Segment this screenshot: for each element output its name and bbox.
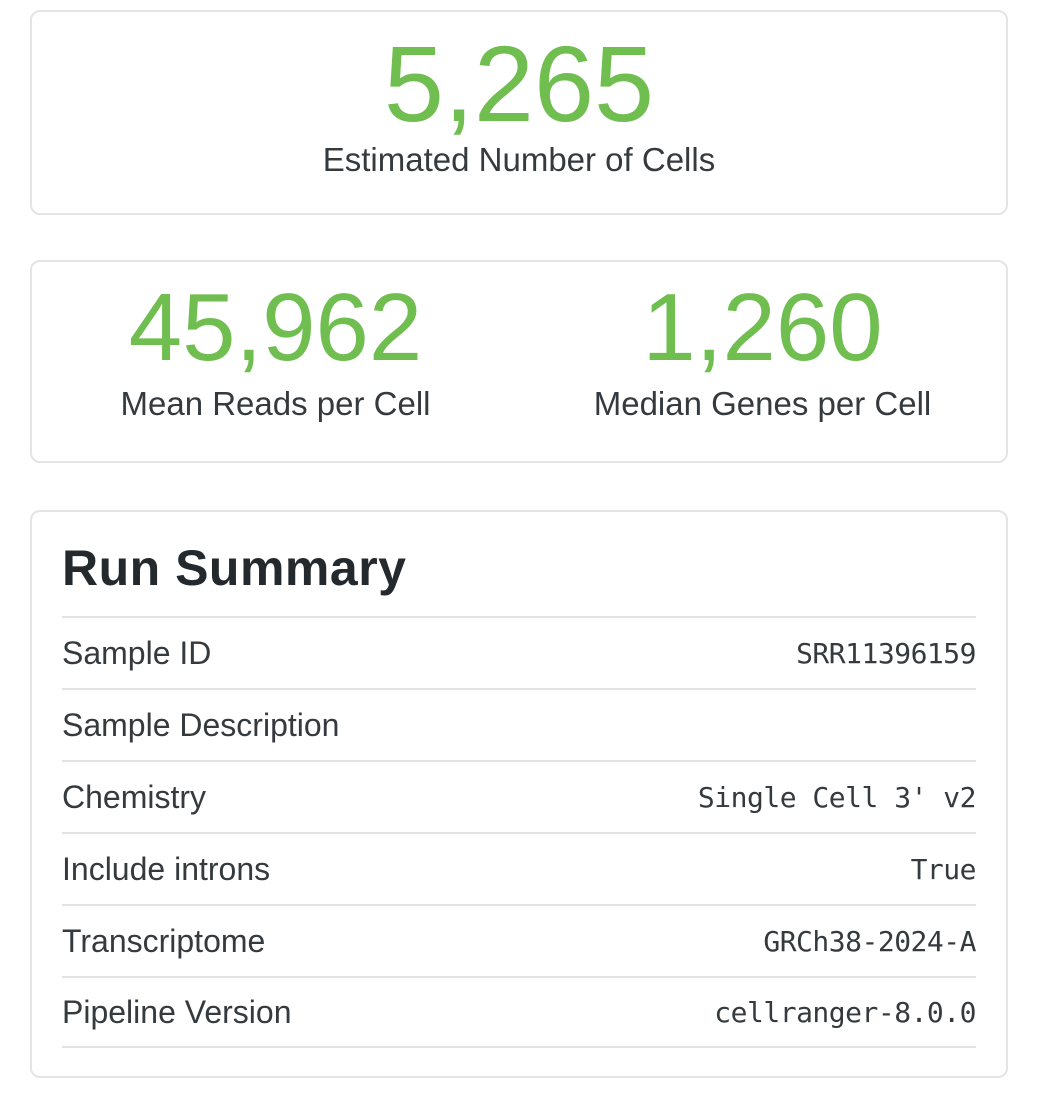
row-label: Chemistry	[62, 778, 207, 815]
row-label: Include introns	[62, 850, 271, 887]
summary-row-sample-description: Sample Description	[62, 688, 976, 760]
mean-reads-label: Mean Reads per Cell	[120, 385, 431, 422]
estimated-cells-label: Estimated Number of Cells	[322, 141, 716, 178]
median-genes-metric: 1,260 Median Genes per Cell	[519, 280, 1006, 461]
row-label: Sample Description	[62, 706, 340, 743]
row-label: Transcriptome	[62, 922, 266, 959]
row-label: Pipeline Version	[62, 993, 292, 1030]
mean-reads-value: 45,962	[128, 274, 423, 381]
row-value: Single Cell 3' v2	[697, 780, 977, 814]
mean-reads-metric: 45,962 Mean Reads per Cell	[32, 280, 519, 461]
summary-row-transcriptome: Transcriptome GRCh38-2024-A	[62, 904, 976, 976]
row-label: Sample ID	[62, 634, 212, 671]
median-genes-label: Median Genes per Cell	[593, 385, 932, 422]
row-value: GRCh38-2024-A	[763, 924, 976, 958]
row-value: cellranger-8.0.0	[714, 995, 976, 1029]
run-summary-title: Run Summary	[62, 540, 407, 596]
median-genes-value: 1,260	[642, 274, 883, 381]
summary-row-sample-id: Sample ID SRR11396159	[62, 616, 976, 688]
summary-row-chemistry: Chemistry Single Cell 3' v2	[62, 760, 977, 832]
summary-row-pipeline-version: Pipeline Version cellranger-8.0.0	[62, 976, 976, 1048]
row-value: True	[910, 852, 977, 886]
estimated-cells-card: 5,265 Estimated Number of Cells	[30, 10, 1008, 215]
per-cell-metrics-card: 45,962 Mean Reads per Cell 1,260 Median …	[30, 260, 1008, 463]
row-value: SRR11396159	[796, 636, 976, 670]
estimated-cells-value: 5,265	[383, 23, 655, 144]
run-summary-card: Run Summary Sample ID SRR11396159 Sample…	[30, 510, 1008, 1078]
run-summary-table: Sample ID SRR11396159 Sample Description…	[62, 616, 977, 1048]
summary-row-include-introns: Include introns True	[62, 832, 977, 904]
